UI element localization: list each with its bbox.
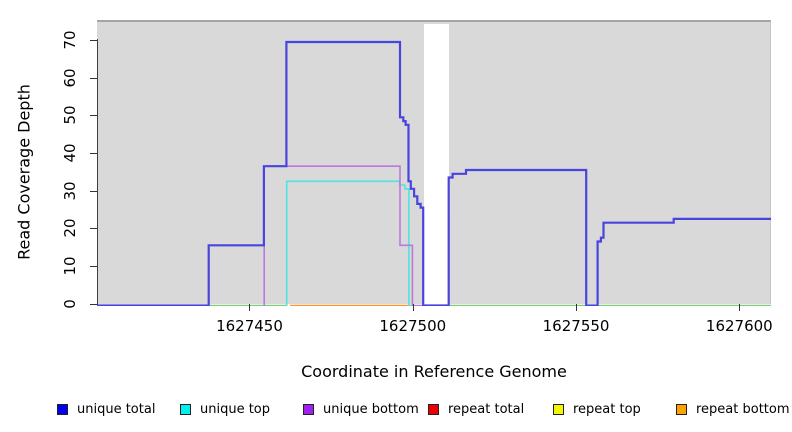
series-unique-top (285, 180, 412, 306)
legend-entry-unique-bottom: unique bottom (303, 402, 419, 417)
legend-swatch-icon (303, 404, 314, 415)
x-tick-label: 1627600 (705, 317, 773, 335)
legend-entry-unique-top: unique top (180, 402, 270, 417)
legend-label: unique bottom (323, 402, 419, 417)
coverage-gap-region (423, 24, 449, 304)
y-tick-label: 60 (61, 68, 79, 88)
y-tick (90, 303, 97, 305)
x-tick-label: 1627450 (216, 317, 283, 335)
y-axis-line (96, 39, 98, 305)
legend-label: unique top (200, 402, 271, 417)
x-tick (412, 303, 414, 311)
y-tick-label: 30 (61, 181, 79, 201)
legend-swatch-icon (180, 404, 191, 415)
chart-canvas (97, 40, 771, 306)
y-tick (90, 265, 97, 267)
legend-entry-repeat-top: repeat top (553, 402, 641, 417)
legend-entry-repeat-total: repeat total (428, 402, 524, 417)
x-tick (576, 303, 578, 311)
y-tick (90, 152, 97, 154)
legend-swatch-icon (676, 404, 687, 415)
legend-label: repeat top (573, 402, 641, 417)
x-tick (249, 303, 251, 311)
legend-entry-repeat-bottom: repeat bottom (676, 402, 790, 417)
x-tick-label: 1627500 (379, 317, 447, 335)
y-tick (90, 228, 97, 230)
y-tick (90, 40, 97, 41)
x-tick-label: 1627550 (542, 317, 610, 335)
y-tick-label: 70 (61, 30, 79, 50)
y-tick (90, 190, 97, 192)
series-unique-total (97, 40, 771, 306)
legend-label: unique total (77, 402, 156, 417)
y-axis-title: Read Coverage Depth (14, 84, 34, 260)
y-tick-label: 10 (61, 256, 79, 276)
plot-area (97, 20, 771, 306)
legend-entry-unique-total: unique total (57, 402, 155, 417)
series-unique-bottom (263, 165, 424, 306)
legend-swatch-icon (553, 404, 564, 415)
y-tick (90, 77, 97, 79)
y-tick-label: 20 (61, 218, 79, 238)
x-tick (739, 303, 741, 311)
y-tick-label: 50 (61, 105, 79, 125)
x-axis-title: Coordinate in Reference Genome (301, 362, 567, 381)
y-tick-label: 0 (61, 298, 79, 309)
y-tick (90, 115, 97, 117)
y-tick-label: 40 (61, 143, 79, 163)
legend-label: repeat total (448, 402, 525, 417)
legend-label: repeat bottom (696, 402, 790, 417)
legend-swatch-icon (57, 404, 68, 415)
legend-swatch-icon (428, 404, 439, 415)
